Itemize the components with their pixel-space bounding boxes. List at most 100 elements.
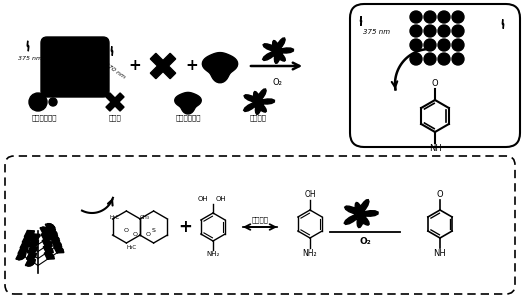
Text: O: O xyxy=(146,233,150,237)
FancyBboxPatch shape xyxy=(41,37,109,97)
Polygon shape xyxy=(53,237,59,242)
Polygon shape xyxy=(502,19,503,29)
Text: O₂: O₂ xyxy=(359,237,371,246)
Polygon shape xyxy=(31,247,36,254)
Polygon shape xyxy=(43,230,50,234)
Text: S: S xyxy=(151,228,156,233)
Polygon shape xyxy=(23,242,28,248)
Polygon shape xyxy=(31,240,35,247)
Polygon shape xyxy=(21,247,28,251)
Polygon shape xyxy=(29,253,36,259)
Polygon shape xyxy=(23,242,30,248)
Polygon shape xyxy=(47,252,53,259)
Text: 青蒿素: 青蒿素 xyxy=(109,114,122,120)
Polygon shape xyxy=(175,92,201,114)
Circle shape xyxy=(410,53,422,65)
Polygon shape xyxy=(45,240,48,247)
Circle shape xyxy=(410,39,422,51)
Polygon shape xyxy=(106,93,124,111)
Text: O₂: O₂ xyxy=(272,78,282,87)
Circle shape xyxy=(452,39,464,51)
Polygon shape xyxy=(25,236,28,243)
Polygon shape xyxy=(29,253,37,257)
Text: +: + xyxy=(186,59,198,74)
Polygon shape xyxy=(47,255,55,259)
Circle shape xyxy=(410,25,422,37)
Polygon shape xyxy=(27,231,31,237)
Circle shape xyxy=(29,93,47,111)
Polygon shape xyxy=(55,241,61,247)
Text: 碱性条件: 碱性条件 xyxy=(251,216,268,223)
Polygon shape xyxy=(26,253,31,260)
Polygon shape xyxy=(18,253,22,260)
Polygon shape xyxy=(40,227,44,234)
Text: +: + xyxy=(178,218,192,236)
Polygon shape xyxy=(21,247,26,254)
Polygon shape xyxy=(32,234,36,241)
Polygon shape xyxy=(25,236,32,242)
Polygon shape xyxy=(46,246,52,253)
Polygon shape xyxy=(244,89,275,114)
Text: O: O xyxy=(124,228,129,233)
Polygon shape xyxy=(47,253,54,259)
Polygon shape xyxy=(44,234,49,240)
Polygon shape xyxy=(44,252,48,259)
Text: +: + xyxy=(129,59,141,74)
Text: OH: OH xyxy=(304,190,316,199)
Polygon shape xyxy=(43,227,46,234)
Polygon shape xyxy=(28,259,35,265)
Polygon shape xyxy=(54,240,58,247)
Polygon shape xyxy=(360,16,361,26)
Polygon shape xyxy=(33,234,38,241)
Polygon shape xyxy=(27,231,34,237)
Polygon shape xyxy=(25,236,33,240)
Polygon shape xyxy=(48,225,55,231)
Polygon shape xyxy=(18,247,22,254)
Text: NH: NH xyxy=(429,144,441,153)
Circle shape xyxy=(452,25,464,37)
Polygon shape xyxy=(28,240,33,247)
Polygon shape xyxy=(56,246,60,253)
Polygon shape xyxy=(28,259,36,263)
Polygon shape xyxy=(55,240,60,247)
Circle shape xyxy=(438,53,450,65)
Polygon shape xyxy=(50,229,56,236)
Polygon shape xyxy=(50,229,54,236)
Text: 375 nm: 375 nm xyxy=(18,56,42,61)
Polygon shape xyxy=(47,252,50,259)
Polygon shape xyxy=(19,253,26,257)
Polygon shape xyxy=(20,242,24,249)
Text: O: O xyxy=(432,79,438,88)
Polygon shape xyxy=(27,231,35,235)
Text: NH: NH xyxy=(433,249,447,258)
Polygon shape xyxy=(22,236,26,243)
Circle shape xyxy=(438,25,450,37)
Text: OH: OH xyxy=(216,196,227,202)
Text: 酚氧胺酶: 酚氧胺酶 xyxy=(249,114,267,120)
Circle shape xyxy=(452,11,464,23)
Text: 470 nm: 470 nm xyxy=(103,62,126,80)
Polygon shape xyxy=(53,236,59,242)
Polygon shape xyxy=(44,233,47,240)
Polygon shape xyxy=(24,231,28,237)
Polygon shape xyxy=(55,243,62,247)
Circle shape xyxy=(438,11,450,23)
Text: O: O xyxy=(133,233,138,237)
Polygon shape xyxy=(150,53,176,79)
Text: 对氨基苯硼酸: 对氨基苯硼酸 xyxy=(175,114,201,120)
Polygon shape xyxy=(44,236,52,240)
Polygon shape xyxy=(54,246,58,253)
Polygon shape xyxy=(25,259,29,266)
Polygon shape xyxy=(29,253,33,260)
Circle shape xyxy=(424,25,436,37)
Text: 石墨烯量子点: 石墨烯量子点 xyxy=(31,114,57,120)
Circle shape xyxy=(438,39,450,51)
Polygon shape xyxy=(45,224,49,231)
Polygon shape xyxy=(19,253,24,260)
Polygon shape xyxy=(52,235,56,242)
Polygon shape xyxy=(48,226,55,231)
Polygon shape xyxy=(46,249,54,253)
Polygon shape xyxy=(48,224,54,231)
Polygon shape xyxy=(50,230,57,236)
Polygon shape xyxy=(48,224,52,231)
